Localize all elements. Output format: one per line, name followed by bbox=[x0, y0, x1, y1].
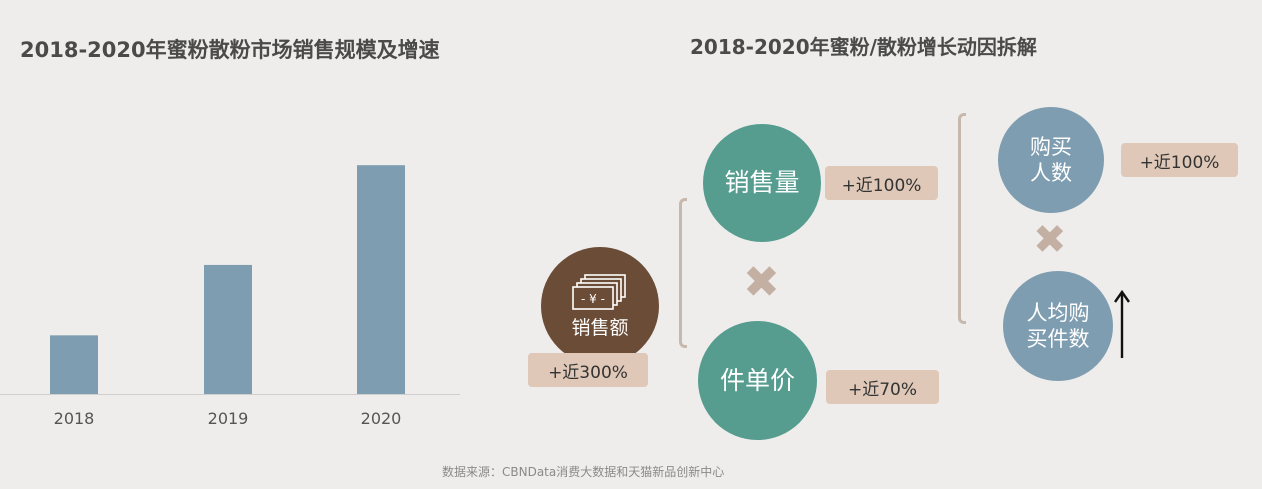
up-arrow-icon bbox=[1114, 289, 1130, 358]
unit-price-change-badge: +近70% bbox=[826, 370, 939, 404]
items-per-buyer-label-line1: 人均购 bbox=[1026, 300, 1090, 325]
bar-2020 bbox=[357, 165, 405, 394]
breakdown-title: 2018-2020年蜜粉/散粉增长动因拆解 bbox=[690, 35, 1037, 59]
bar-chart: 2018 2019 2020 bbox=[0, 165, 460, 428]
chart-title: 2018-2020年蜜粉散粉市场销售规模及增速 bbox=[20, 38, 440, 62]
unit-price-circle: 件单价 bbox=[698, 321, 817, 440]
sales-volume-label: 销售量 bbox=[724, 168, 800, 197]
items-per-buyer-circle: 人均购 买件数 bbox=[1003, 271, 1113, 381]
buyer-count-change-badge: +近100% bbox=[1121, 143, 1238, 177]
multiply-icon: ✖ bbox=[1033, 217, 1067, 263]
sales-breakdown-bracket bbox=[679, 198, 687, 348]
buyer-count-circle: 购买 人数 bbox=[998, 107, 1104, 213]
volume-breakdown-bracket bbox=[958, 113, 966, 324]
sales-amount-circle: - ¥ - 销售额 bbox=[541, 247, 659, 365]
items-per-buyer-label-line2: 买件数 bbox=[1026, 327, 1090, 351]
x-tick-label-2018: 2018 bbox=[54, 409, 95, 428]
unit-price-label: 件单价 bbox=[719, 365, 795, 395]
yen-banknote-icon: - ¥ - bbox=[572, 273, 626, 310]
bar-2018 bbox=[50, 335, 98, 394]
buyer-count-label-line1: 购买 bbox=[1030, 134, 1072, 159]
x-tick-label-2019: 2019 bbox=[208, 409, 249, 428]
sales-amount-change-badge: +近300% bbox=[528, 353, 648, 387]
sales-volume-change-badge: +近100% bbox=[825, 166, 938, 200]
sales-volume-circle: 销售量 bbox=[703, 124, 821, 242]
svg-text:- ¥ -: - ¥ - bbox=[581, 292, 605, 306]
x-tick-label-2020: 2020 bbox=[361, 409, 402, 428]
buyer-count-label-line2: 人数 bbox=[1030, 161, 1072, 185]
data-source-note: 数据来源：CBNData消费大数据和天猫新品创新中心 bbox=[442, 465, 725, 479]
bar-2019 bbox=[204, 264, 252, 394]
multiply-icon: ✖ bbox=[743, 257, 780, 308]
sales-amount-label: 销售额 bbox=[571, 316, 629, 339]
